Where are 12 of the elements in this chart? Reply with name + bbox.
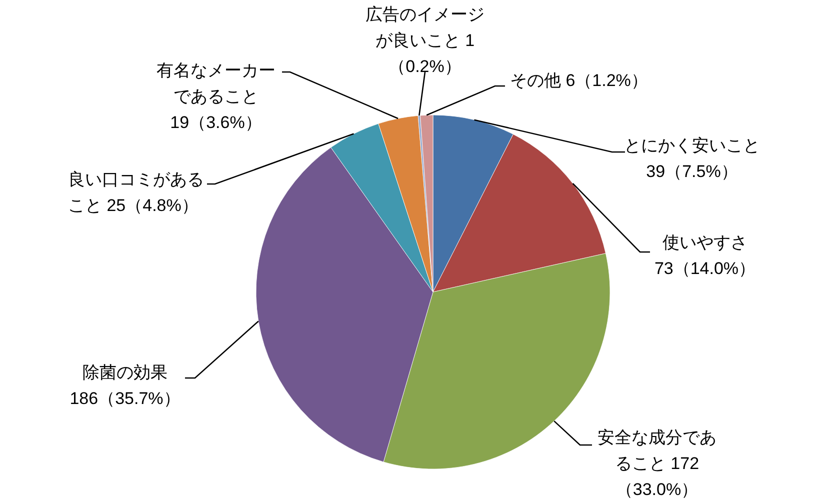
slice-label: 除菌の効果: [82, 362, 168, 384]
slice-label: 使いやすさ: [662, 232, 748, 254]
data-label: 39（7.5%）: [645, 161, 739, 183]
slice-label: 良い口コミがあること 25（4.8%）: [68, 169, 205, 217]
slice-label: その他 6（1.2%）: [510, 70, 649, 92]
slice-label: とにかく安いこと: [623, 135, 761, 157]
data-label: 73（14.0%）: [653, 258, 757, 280]
data-label: 186（35.7%）: [68, 388, 182, 410]
slice-label: 広告のイメージが良いこと 1（0.2%）: [364, 4, 486, 78]
slice-label: 有名なメーカーであること: [156, 60, 276, 108]
slice-label: 安全な成分であること 172（33.0%）: [596, 427, 718, 501]
data-label: 19（3.6%）: [169, 112, 263, 134]
